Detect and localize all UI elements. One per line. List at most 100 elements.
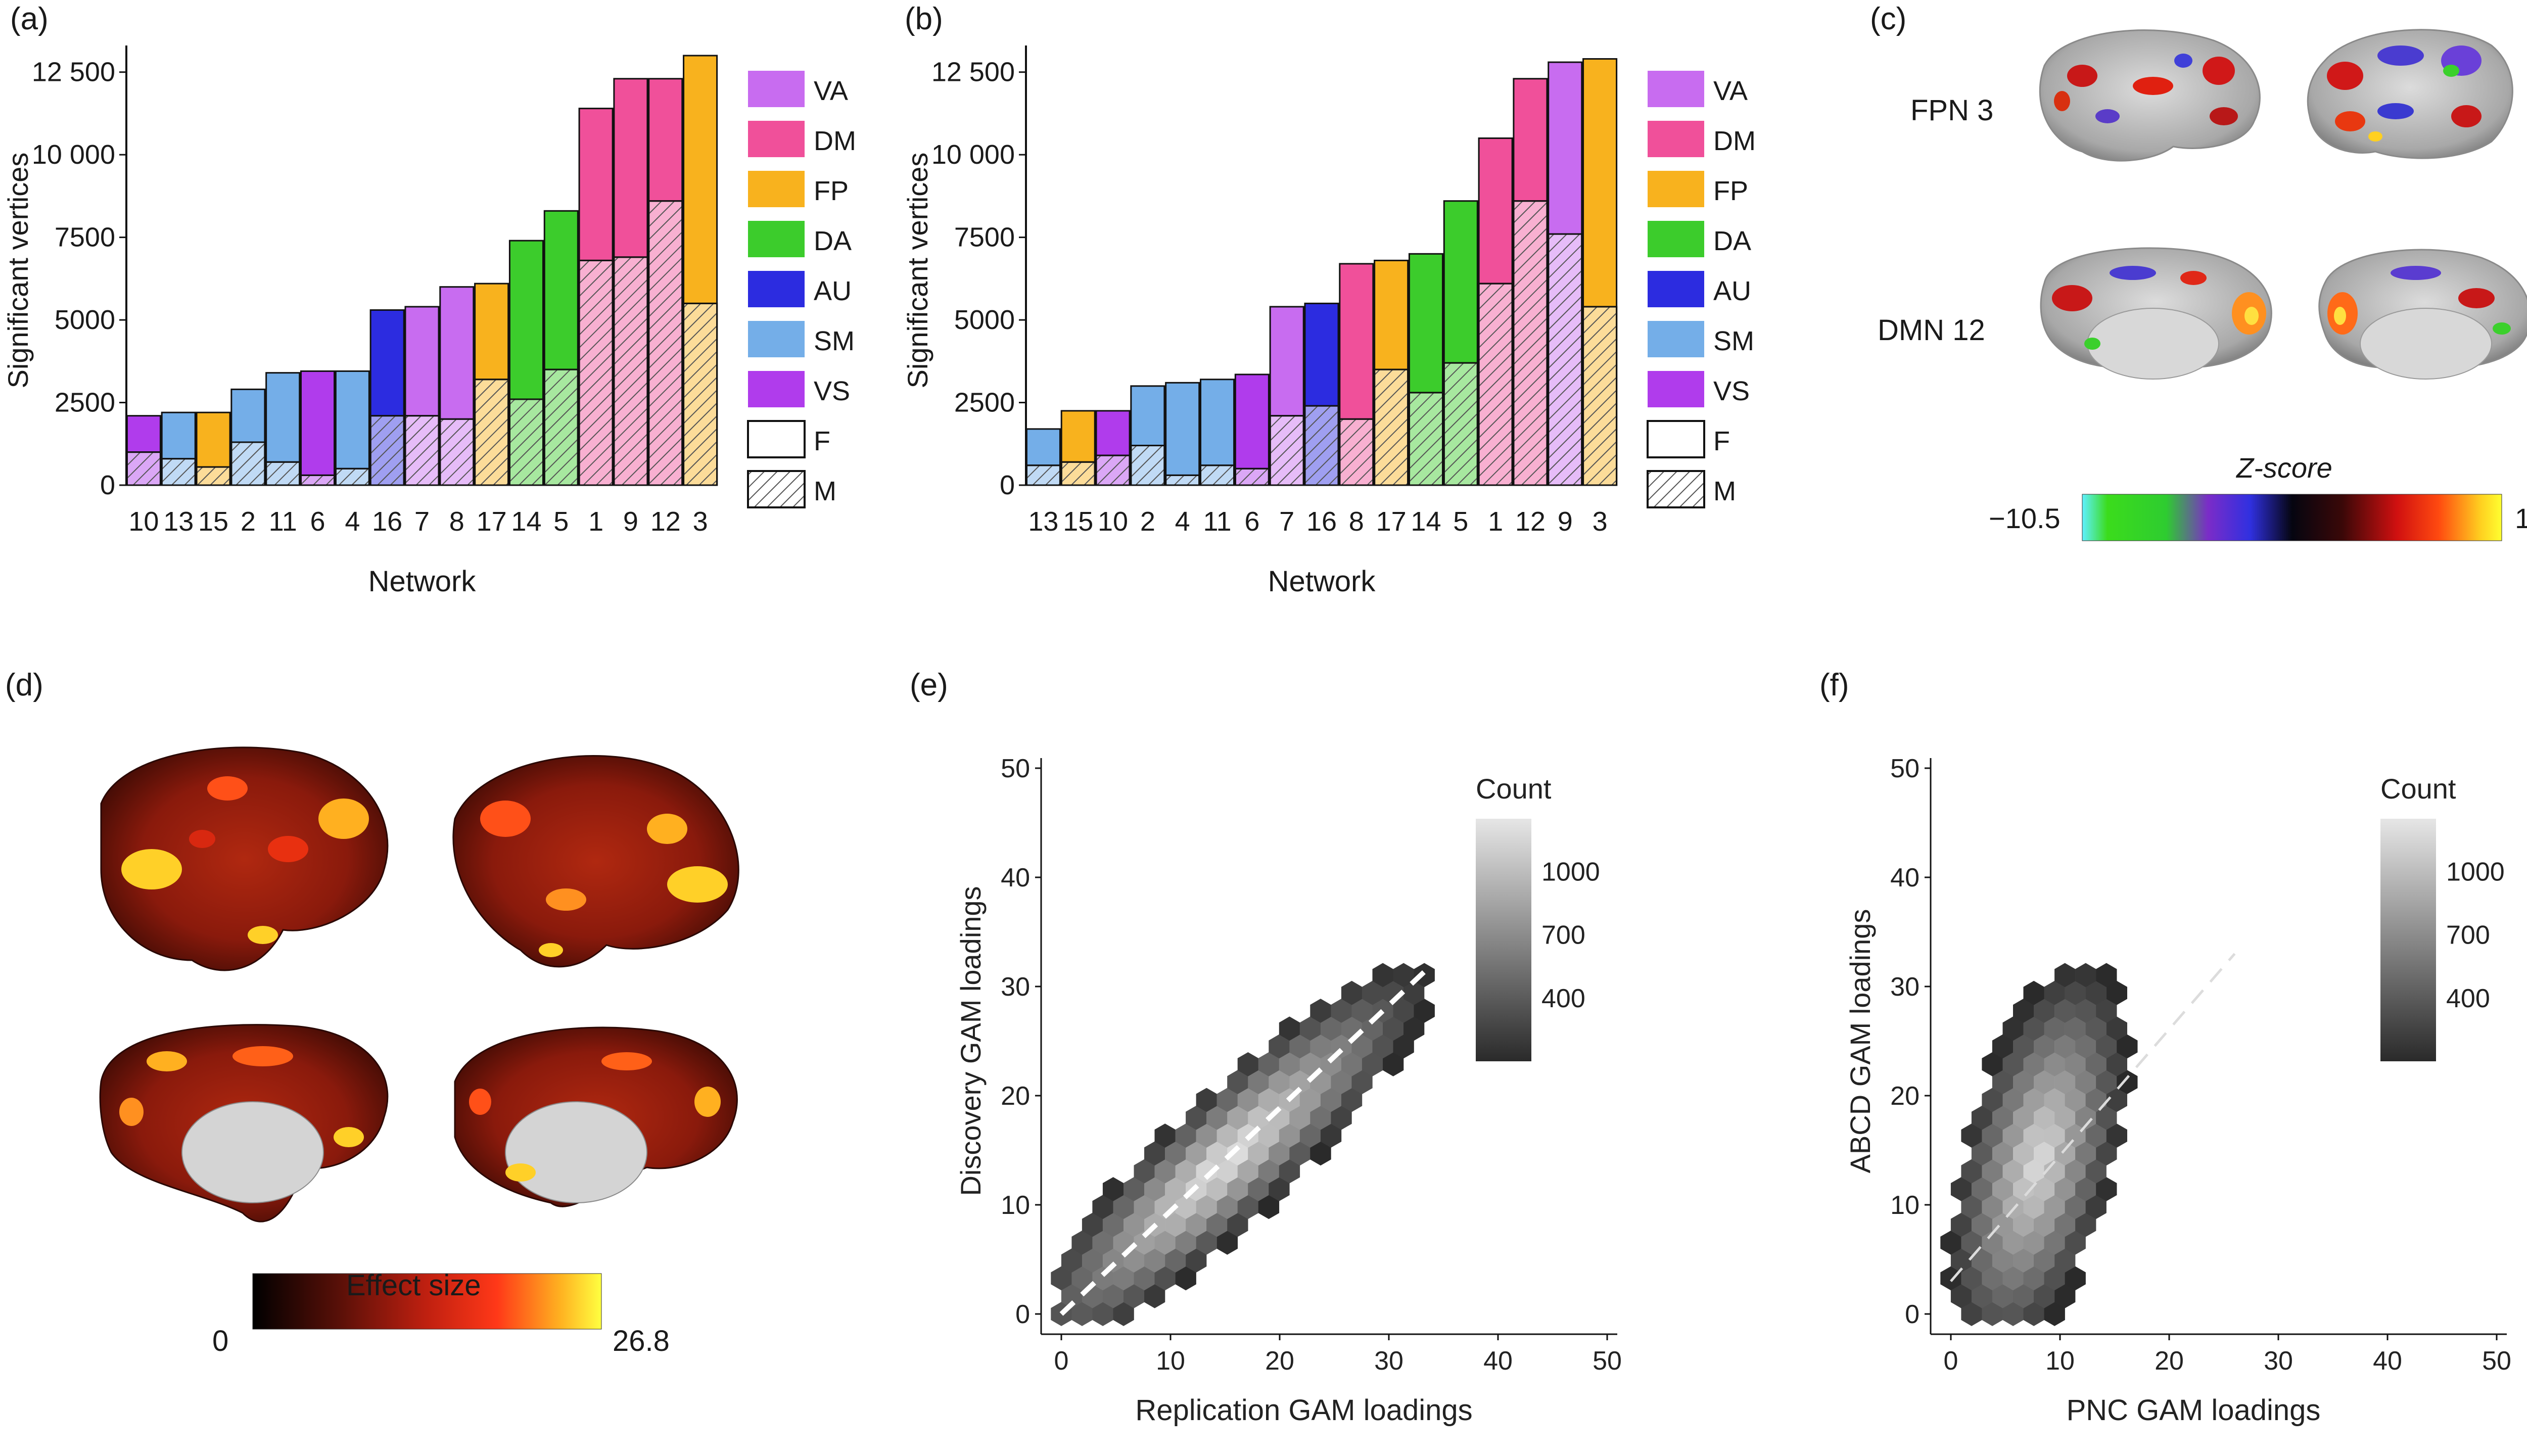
hexbin-cell [1186, 1248, 1207, 1273]
hexbin-cell [2023, 1266, 2044, 1291]
hexbin-cell [2054, 1105, 2076, 1130]
hexbin-cell [2034, 1284, 2055, 1308]
hexbin-cell [1961, 1302, 1982, 1326]
hexbin-cell [1950, 1212, 1972, 1237]
x-tick-label: 0 [1944, 1346, 1958, 1376]
hexbin-cell [1269, 1141, 1290, 1166]
hexbin-cell [1165, 1248, 1186, 1273]
hexbin-cell [1269, 1034, 1290, 1059]
y-tick-label: 2500 [954, 388, 1015, 418]
hexbin-cell [2065, 1123, 2086, 1148]
hexbin-cell [1124, 1177, 1145, 1201]
hexbin-cell [1186, 1212, 1207, 1237]
hexbin-cell [1102, 1248, 1124, 1273]
y-tick-label: 40 [1890, 863, 1920, 893]
hexbin-cell [1124, 1284, 1145, 1308]
legend-tick-label: 700 [1541, 921, 1585, 950]
row-label-dmn12: DMN 12 [1878, 314, 1985, 347]
bar-male-hatch [126, 451, 161, 486]
hexbin-cell [1258, 1195, 1280, 1219]
hexbin-cell [1982, 1052, 2003, 1076]
legend-label: VS [1713, 376, 1750, 406]
hexbin-cell [1216, 1088, 1238, 1112]
hexbin-cell [2085, 1159, 2107, 1184]
hexbin-cell [2075, 1070, 2096, 1094]
legend-label: SM [814, 326, 855, 356]
x-tick-label: 17 [1376, 506, 1407, 537]
hexbin-cell [2044, 1302, 2065, 1326]
hexbin-cell [2054, 1177, 2076, 1201]
legend-label: FP [1713, 176, 1748, 206]
hexbin-cell [2054, 1284, 2076, 1308]
hexbin-cell [1258, 1052, 1280, 1076]
hexbin-cell [1092, 1231, 1113, 1255]
hexbin-cell [1992, 1284, 2014, 1308]
x-tick-label: 13 [1028, 506, 1058, 537]
hexbin-cell [2013, 1105, 2034, 1130]
bar-male-hatch [578, 259, 614, 486]
hexbin-cell [2085, 980, 2107, 1005]
hexbin-cell [1362, 1052, 1383, 1076]
x-tick-label: 9 [1558, 506, 1573, 537]
bar-male-hatch [508, 398, 544, 486]
x-tick-label: 8 [1349, 506, 1364, 537]
effect-colorbar-min: 0 [212, 1325, 229, 1357]
legend-swatch-dm [748, 121, 805, 157]
x-tick-label: 2 [241, 506, 256, 537]
row-label-fpn3: FPN 3 [1910, 94, 1994, 127]
hexbin-cell [1216, 1123, 1238, 1148]
hexbin-cell [1237, 1052, 1258, 1076]
hexbin-cell [2023, 1052, 2044, 1076]
bar-female [1165, 382, 1200, 486]
hexbin-cell [2034, 1034, 2055, 1059]
brain-effect-medial-right [454, 1026, 738, 1207]
hexbin-cell [1061, 1284, 1083, 1308]
legend-label: AU [1713, 276, 1751, 306]
hexbin-cell [2034, 1248, 2055, 1273]
hexbin-cell [1992, 1212, 2014, 1237]
hexbin-cell [1279, 1016, 1300, 1041]
hexbin-cell [1940, 1266, 1961, 1291]
hexbin-cell [1992, 1177, 2014, 1201]
chart-f: 00 10 10 20 20 30 30 40 40 50 50 ABCD GAM loadings P… [1844, 754, 2511, 1427]
hexbin-cell [1383, 1052, 1404, 1076]
brain-effect-medial-left [99, 1024, 389, 1223]
hexbin-cell [1320, 1088, 1342, 1112]
y-tick-label: 2500 [55, 388, 115, 418]
hexbin-cell [1403, 980, 1425, 1005]
hexbin-cell [1299, 1052, 1321, 1076]
hexbin-cell [2044, 1016, 2065, 1041]
hexbin-cell [1362, 980, 1383, 1005]
hexbin-cell [1248, 1105, 1269, 1130]
hexbin-cell [1113, 1266, 1134, 1291]
bar-male-hatch [196, 466, 231, 486]
hexbin-cell [1992, 1070, 2014, 1094]
hexbin-cell [1144, 1248, 1165, 1273]
hexbin-cell [1279, 1052, 1300, 1076]
hexbin-cell [1144, 1177, 1165, 1201]
x-tick-label: 3 [1593, 506, 1608, 537]
hexbin-cell [2023, 980, 2044, 1005]
x-tick-label: 17 [477, 506, 507, 537]
hexbin-cell [1961, 1266, 1982, 1291]
hexbin-cell [2065, 1088, 2086, 1112]
hexbin-cell [1351, 1070, 1373, 1094]
hexbin-cell [1310, 1105, 1331, 1130]
x-tick-label: 10 [1098, 506, 1128, 537]
x-tick-label: 15 [198, 506, 228, 537]
bar-male-hatch [1130, 445, 1165, 486]
hexbin-cell [2002, 1195, 2024, 1219]
hexbin-cell [1289, 1070, 1311, 1094]
hexbin-cell [1982, 1088, 2003, 1112]
legend-label: VA [814, 76, 848, 106]
chart-b: 0 2500 5000 7500 10 000 12 500 Significant ver… [902, 45, 1756, 598]
legend-swatch-male [1647, 470, 1705, 508]
hexbin-cell [1154, 1231, 1176, 1255]
hexbin-cell [1982, 1123, 2003, 1148]
x-tick-label: 10 [128, 506, 159, 537]
chart-a: 0 2500 5000 7500 10 000 12 500 Significant ver… [2, 45, 856, 598]
hexbin-cell [1154, 1123, 1176, 1148]
hexbin-cell [2065, 1052, 2086, 1076]
hexbin-cell [2013, 1284, 2034, 1308]
x-tick-label: 4 [345, 506, 360, 537]
